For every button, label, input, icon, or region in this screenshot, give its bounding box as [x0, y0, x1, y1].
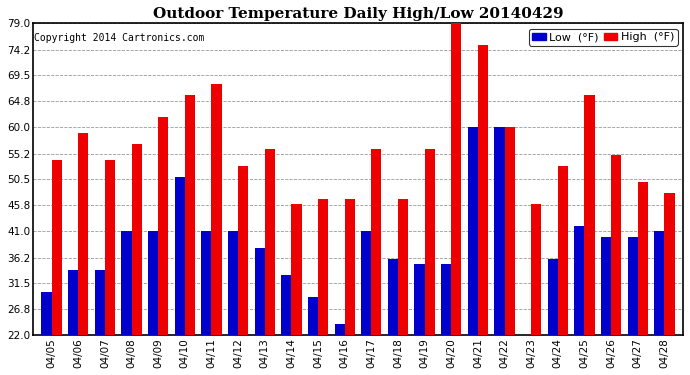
Bar — [628, 237, 638, 335]
Bar — [504, 128, 515, 335]
Bar — [415, 264, 424, 335]
Bar — [185, 94, 195, 335]
Bar — [584, 94, 595, 335]
Bar — [451, 24, 462, 335]
Bar — [282, 275, 291, 335]
Bar — [68, 270, 78, 335]
Bar — [558, 166, 568, 335]
Bar — [158, 117, 168, 335]
Bar — [611, 155, 621, 335]
Bar — [478, 45, 488, 335]
Bar — [335, 324, 345, 335]
Text: Copyright 2014 Cartronics.com: Copyright 2014 Cartronics.com — [34, 33, 204, 43]
Bar — [531, 204, 542, 335]
Bar — [495, 128, 504, 335]
Bar — [228, 231, 238, 335]
Bar — [441, 264, 451, 335]
Bar — [468, 128, 478, 335]
Bar — [345, 199, 355, 335]
Bar — [78, 133, 88, 335]
Bar — [371, 149, 382, 335]
Bar — [52, 160, 61, 335]
Bar — [238, 166, 248, 335]
Bar — [291, 204, 302, 335]
Bar — [388, 259, 398, 335]
Title: Outdoor Temperature Daily High/Low 20140429: Outdoor Temperature Daily High/Low 20140… — [152, 7, 563, 21]
Bar — [105, 160, 115, 335]
Legend: Low  (°F), High  (°F): Low (°F), High (°F) — [529, 29, 678, 46]
Bar — [255, 248, 265, 335]
Bar — [175, 177, 185, 335]
Bar — [654, 231, 664, 335]
Bar — [211, 84, 221, 335]
Bar — [95, 270, 105, 335]
Bar — [132, 144, 141, 335]
Bar — [601, 237, 611, 335]
Bar — [664, 193, 675, 335]
Bar — [424, 149, 435, 335]
Bar — [361, 231, 371, 335]
Bar — [41, 292, 52, 335]
Bar — [148, 231, 158, 335]
Bar — [398, 199, 408, 335]
Bar — [574, 226, 584, 335]
Bar — [121, 231, 132, 335]
Bar — [201, 231, 211, 335]
Bar — [308, 297, 318, 335]
Bar — [265, 149, 275, 335]
Bar — [318, 199, 328, 335]
Bar — [548, 259, 558, 335]
Bar — [638, 182, 648, 335]
